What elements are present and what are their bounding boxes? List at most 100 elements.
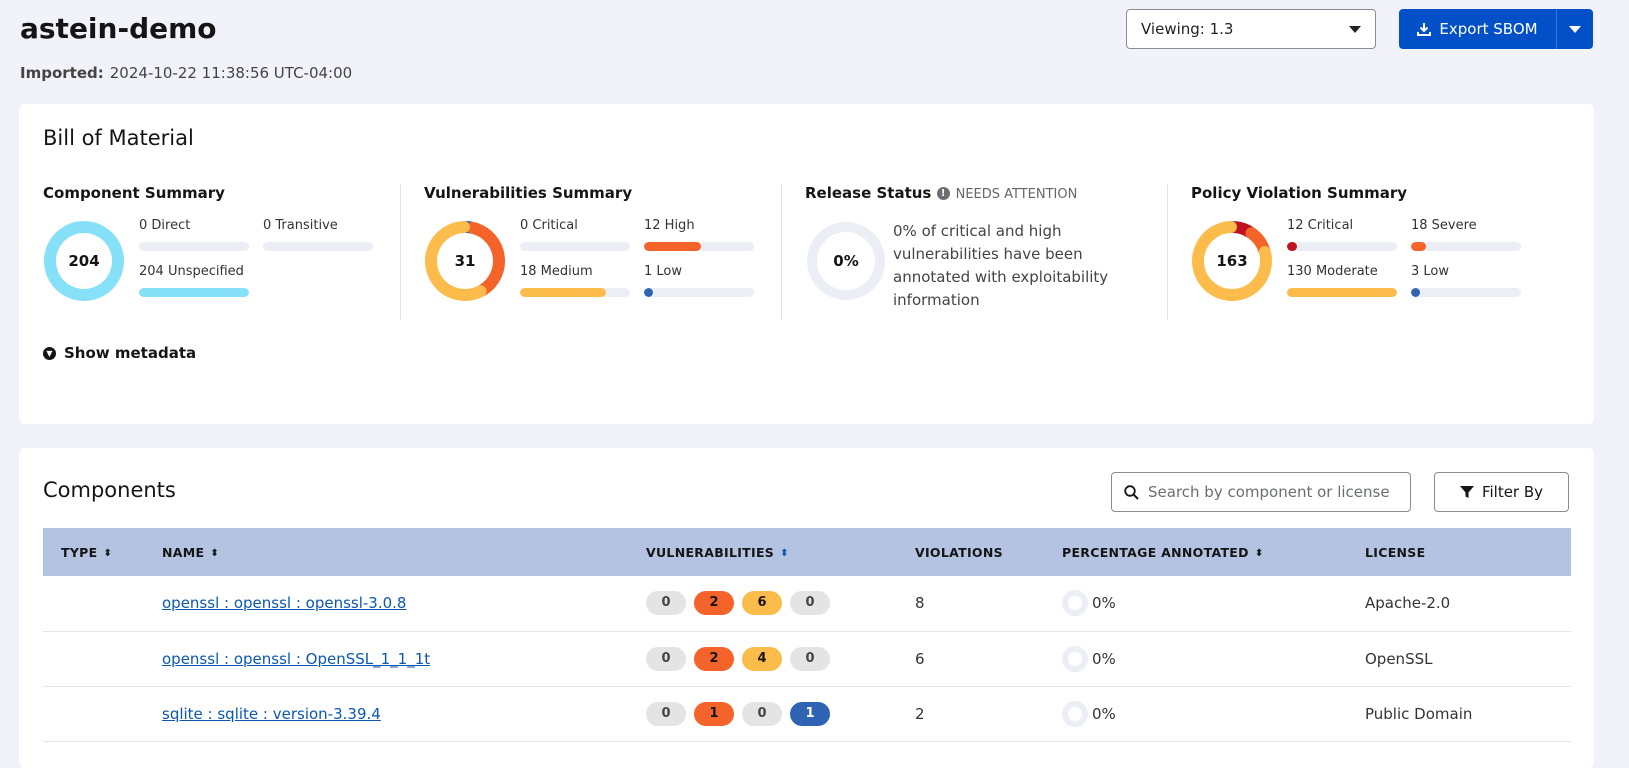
version-select[interactable]: Viewing: 1.3 [1126,9,1376,49]
release-status: Release Status !NEEDS ATTENTION 0% 0% of… [805,184,1155,324]
vulnerability-count-pill: 1 [694,702,734,726]
vulnerability-count-pill: 0 [646,702,686,726]
legend-label: 0 Critical [520,218,630,233]
legend-item: 204 Unspecified [139,264,249,297]
column-label: VIOLATIONS [915,545,1003,560]
cell-violations: 8 [897,576,1044,631]
legend-bar [644,242,754,251]
components-table: TYPE⬍ NAME⬍ VULNERABILITIES⬍ VIOLATIONS … [43,528,1571,742]
legend-bar [520,288,630,297]
cell-name: sqlite : sqlite : version-3.39.4 [144,686,628,741]
legend-item: 0 Direct [139,218,249,251]
legend-bar [1411,242,1521,251]
vulnerability-count-pill: 0 [646,591,686,615]
export-sbom-button[interactable]: Export SBOM [1399,9,1593,49]
legend-label: 204 Unspecified [139,264,249,279]
divider [1167,184,1168,320]
column-percentage-annotated[interactable]: PERCENTAGE ANNOTATED⬍ [1044,528,1347,576]
cell-name: openssl : openssl : OpenSSL_1_1_1t [144,631,628,686]
legend-bar-fill [139,288,249,297]
column-vulnerabilities[interactable]: VULNERABILITIES⬍ [628,528,897,576]
annotated-value: 0% [1092,650,1116,668]
policy-violation-summary-title: Policy Violation Summary [1191,184,1531,202]
legend-label: 1 Low [644,264,754,279]
column-type[interactable]: TYPE⬍ [43,528,144,576]
search-placeholder: Search by component or license [1148,483,1390,501]
export-sbom-label: Export SBOM [1439,20,1537,38]
divider [400,184,401,320]
chevron-down-icon [1349,26,1361,33]
download-icon [1417,22,1431,36]
cell-type [43,631,144,686]
search-input[interactable]: Search by component or license [1111,472,1411,512]
components-card: Components Search by component or licens… [19,448,1594,768]
legend-bar-fill [644,288,653,297]
legend-item: 12 High [644,218,754,251]
annotated-value: 0% [1092,594,1116,612]
cell-name: openssl : openssl : openssl-3.0.8 [144,576,628,631]
release-status-label: Release Status [805,184,931,202]
show-metadata-toggle[interactable]: ▼Show metadata [43,344,196,362]
legend-bar [139,242,249,251]
vulnerability-count-pill: 0 [790,647,830,671]
sort-icon[interactable]: ⬍ [780,548,789,559]
component-link[interactable]: sqlite : sqlite : version-3.39.4 [162,705,381,723]
column-name[interactable]: NAME⬍ [144,528,628,576]
vulnerability-count-pill: 6 [742,591,782,615]
legend-label: 130 Moderate [1287,264,1397,279]
legend-bar [1411,288,1521,297]
legend-bar-fill [520,288,606,297]
policy-total: 163 [1191,220,1273,302]
release-donut: 0% [805,220,887,302]
component-total: 204 [43,220,125,302]
filter-by-label: Filter By [1482,483,1543,501]
vulnerability-count-pill: 2 [694,647,734,671]
component-link[interactable]: openssl : openssl : OpenSSL_1_1_1t [162,650,430,668]
cell-type [43,576,144,631]
legend-bar-fill [1411,288,1420,297]
caret-down-icon [1569,26,1581,33]
release-percent: 0% [805,220,887,302]
legend-item: 0 Transitive [263,218,373,251]
vulnerabilities-total: 31 [424,220,506,302]
cell-license: OpenSSL [1347,631,1571,686]
vulnerability-count-pill: 2 [694,591,734,615]
cell-percentage-annotated: 0% [1044,686,1347,741]
legend-label: 12 High [644,218,754,233]
cell-percentage-annotated: 0% [1044,631,1347,686]
legend-item: 18 Medium [520,264,630,297]
cell-percentage-annotated: 0% [1044,576,1347,631]
cell-violations: 2 [897,686,1044,741]
legend-label: 12 Critical [1287,218,1397,233]
legend-bar-fill [1287,242,1297,251]
legend-item: 130 Moderate [1287,264,1397,297]
divider [781,184,782,320]
export-options-toggle[interactable] [1557,9,1593,49]
column-violations: VIOLATIONS [897,528,1044,576]
progress-ring [1062,590,1088,616]
legend-item: 3 Low [1411,264,1521,297]
legend-item: 1 Low [644,264,754,297]
legend-bar-fill [1411,242,1426,251]
sort-icon[interactable]: ⬍ [1255,548,1264,559]
annotated-value: 0% [1092,705,1116,723]
imported-info: Imported:2024-10-22 11:38:56 UTC-04:00 [20,64,352,82]
component-donut: 204 [43,220,125,302]
sort-icon[interactable]: ⬍ [210,548,219,559]
legend-item: 12 Critical [1287,218,1397,251]
filter-by-button[interactable]: Filter By [1434,472,1569,512]
release-status-badge: NEEDS ATTENTION [956,187,1078,202]
components-title: Components [43,478,176,502]
component-link[interactable]: openssl : openssl : openssl-3.0.8 [162,594,406,612]
legend-bar [644,288,754,297]
export-sbom-main[interactable]: Export SBOM [1399,9,1557,49]
chevron-down-circle-icon: ▼ [43,347,56,360]
sort-icon[interactable]: ⬍ [103,548,112,559]
cell-license: Public Domain [1347,686,1571,741]
